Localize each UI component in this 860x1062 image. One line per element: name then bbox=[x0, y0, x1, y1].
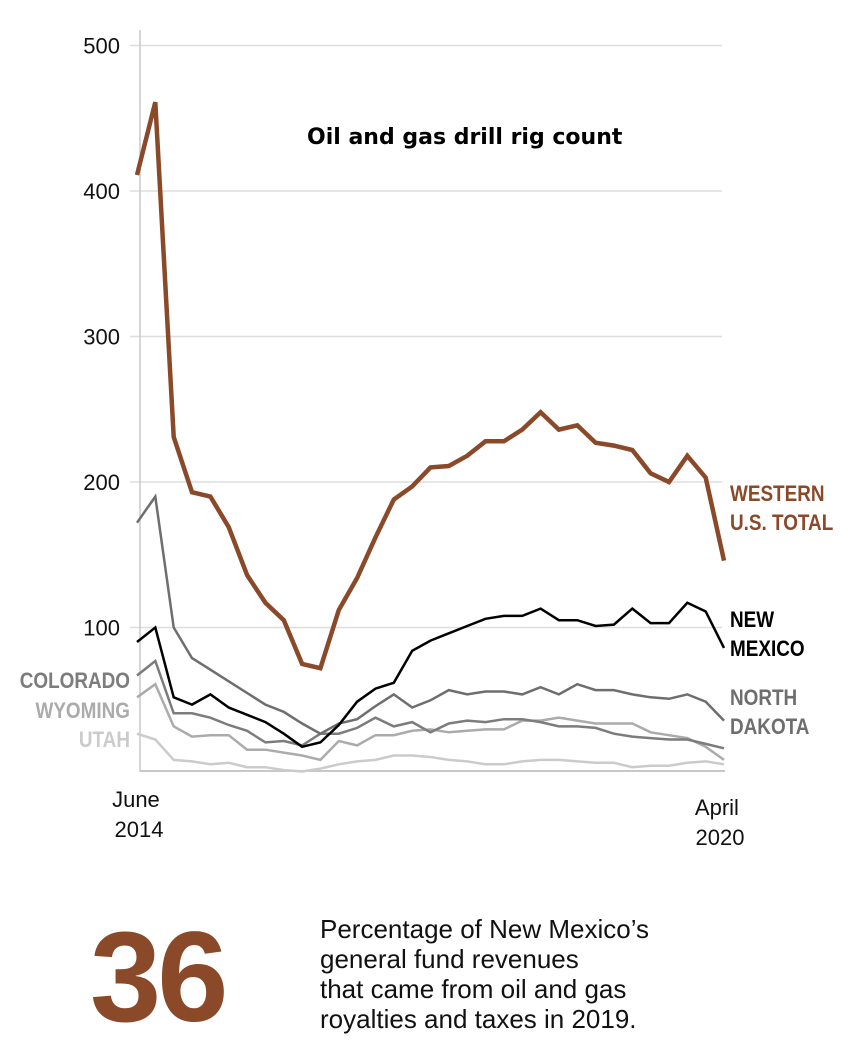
series-label-line: UTAH bbox=[79, 728, 130, 753]
stat-description: Percentage of New Mexico’s general fund … bbox=[320, 914, 780, 1034]
series-line-utah bbox=[136, 732, 725, 773]
y-tick-label: 500 bbox=[83, 34, 120, 59]
series-line-western-u-s-total bbox=[134, 101, 727, 671]
rig-count-chart: 100 200 300 400 500 Oil and gas drill rig co… bbox=[20, 30, 834, 850]
stat-description-line: royalties and taxes in 2019. bbox=[320, 1004, 637, 1034]
series-line-north-dakota bbox=[135, 493, 725, 736]
series-label-line: COLORADO bbox=[20, 669, 130, 694]
x-start-label: June 2014 bbox=[112, 787, 166, 842]
series-line-wyoming bbox=[136, 682, 725, 762]
y-tick-label: 300 bbox=[83, 325, 120, 350]
series-line-colorado bbox=[136, 658, 725, 750]
stat-callout: 36 Percentage of New Mexico’s general fu… bbox=[90, 908, 790, 1048]
series-label-north-dakota: NORTH DAKOTA bbox=[730, 686, 810, 740]
gridlines bbox=[130, 44, 722, 629]
x-start-label-line-1: June bbox=[112, 787, 160, 812]
series-line-new-mexico bbox=[136, 601, 726, 749]
x-end-label: April 2020 bbox=[695, 795, 745, 850]
stat-description-line: that came from oil and gas bbox=[320, 974, 627, 1004]
y-tick-label: 400 bbox=[83, 179, 120, 204]
series-label-line: DAKOTA bbox=[730, 715, 810, 740]
series-label-line: NEW bbox=[730, 608, 775, 633]
series-label-line: U.S. TOTAL bbox=[730, 511, 833, 536]
y-tick-label: 200 bbox=[83, 470, 120, 495]
x-end-label-line-1: April bbox=[695, 795, 739, 820]
series-label-new-mexico: NEW MEXICO bbox=[730, 608, 805, 662]
series-label-line: WYOMING bbox=[35, 699, 130, 724]
x-start-label-line-2: 2014 bbox=[115, 817, 164, 842]
series-label-colorado: COLORADO bbox=[20, 669, 130, 694]
y-tick-labels: 100 200 300 400 500 bbox=[83, 34, 120, 641]
series-label-line: NORTH bbox=[730, 686, 797, 711]
chart-title: Oil and gas drill rig count bbox=[307, 125, 623, 150]
stat-description-line: general fund revenues bbox=[320, 944, 579, 974]
y-tick-label: 100 bbox=[83, 616, 120, 641]
series-lines bbox=[134, 101, 727, 773]
x-end-label-line-2: 2020 bbox=[696, 825, 745, 850]
series-label-wyoming: WYOMING bbox=[35, 699, 130, 724]
series-label-line: MEXICO bbox=[730, 637, 805, 662]
series-labels: WESTERN U.S. TOTAL NEW MEXICO NORTH DAKOTA COL… bbox=[20, 482, 834, 753]
series-label-utah: UTAH bbox=[79, 728, 130, 753]
series-label-western-u-s-total: WESTERN U.S. TOTAL bbox=[730, 482, 833, 536]
stat-description-line: Percentage of New Mexico’s bbox=[320, 914, 650, 944]
stat-number: 36 bbox=[90, 906, 228, 1049]
series-label-line: WESTERN bbox=[730, 482, 825, 507]
